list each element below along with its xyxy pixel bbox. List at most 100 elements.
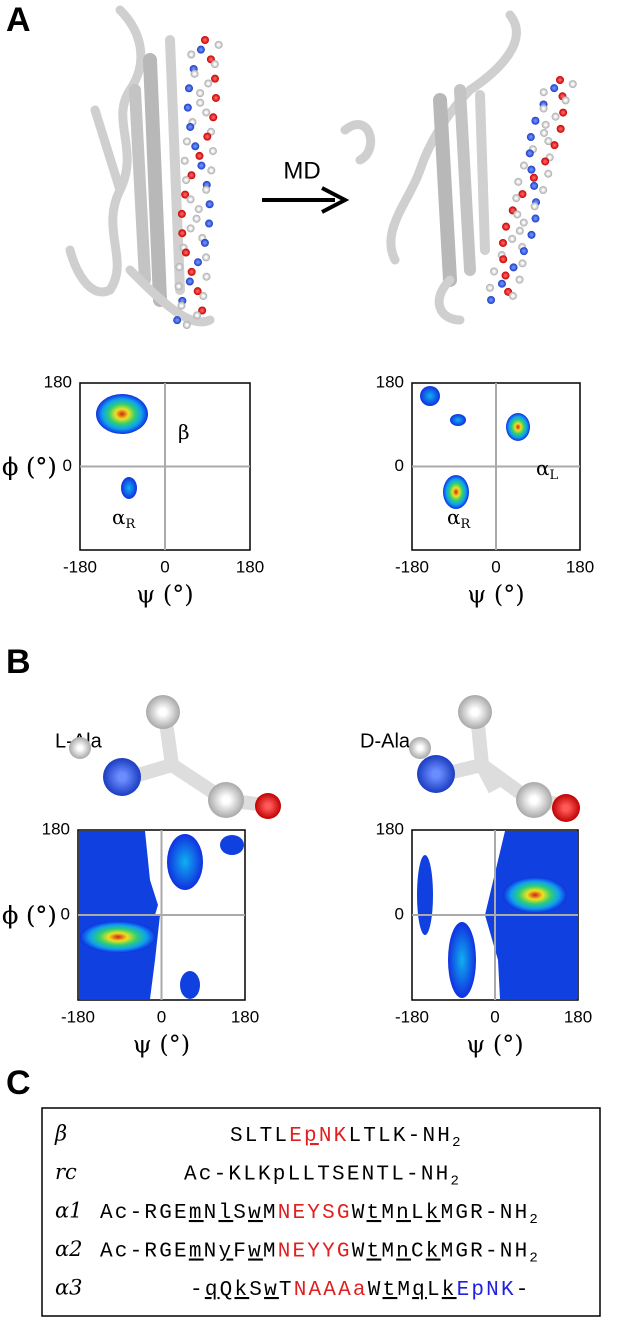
residues: p xyxy=(304,1125,319,1148)
y-axis-label: ϕ (°) xyxy=(2,453,57,481)
atom xyxy=(502,222,511,231)
y-axis-label: ϕ (°) xyxy=(2,902,57,930)
x-tick-label: -180 xyxy=(395,557,429,576)
protein-right xyxy=(340,10,521,325)
atom xyxy=(202,185,211,194)
atom xyxy=(182,321,191,329)
residues: q xyxy=(205,1279,220,1302)
annotation: αR xyxy=(112,505,137,532)
subscript: 2 xyxy=(529,1250,540,1266)
residues: N xyxy=(204,1240,219,1263)
x-axis-label: ψ (°) xyxy=(136,581,193,609)
atom xyxy=(199,292,208,301)
atom xyxy=(187,171,196,180)
atom xyxy=(183,103,192,112)
sequence-name: rc xyxy=(55,1160,77,1184)
atom xyxy=(178,229,187,238)
atom xyxy=(526,133,535,142)
atom xyxy=(499,255,508,264)
atom xyxy=(195,151,204,160)
residues: l xyxy=(218,1202,233,1225)
residues: y xyxy=(218,1240,233,1263)
density-b-left xyxy=(79,831,244,999)
residues: M xyxy=(263,1202,278,1225)
atom xyxy=(512,194,521,203)
x-tick-label: 180 xyxy=(564,1007,592,1026)
atom xyxy=(527,230,536,239)
residues: M xyxy=(381,1240,396,1263)
atom xyxy=(180,156,189,165)
y-tick-label: 180 xyxy=(376,819,404,838)
atom xyxy=(518,190,527,199)
atom xyxy=(550,84,559,93)
residues: S xyxy=(249,1279,264,1302)
annotation: β xyxy=(178,420,190,444)
atom xyxy=(550,141,559,150)
panel-label: C xyxy=(6,1064,31,1102)
atom xyxy=(193,287,202,296)
atom xyxy=(182,137,191,146)
atom xyxy=(525,149,534,158)
molecule-label: D-Ala xyxy=(360,730,411,752)
atom xyxy=(202,272,211,281)
annotation-subscript: L xyxy=(550,468,559,483)
atom xyxy=(186,122,195,131)
residues: NK xyxy=(319,1125,349,1148)
sequence: SLTLEpNKLTLK-NH2 xyxy=(230,1125,463,1151)
x-tick-label: 0 xyxy=(491,557,500,576)
atom xyxy=(197,161,206,170)
density-a-right xyxy=(420,386,530,509)
residues: k xyxy=(426,1240,441,1263)
annotation-text: α xyxy=(447,505,461,529)
atom xyxy=(174,282,183,291)
atom xyxy=(198,306,207,315)
atom xyxy=(182,176,191,185)
x-tick-label: 180 xyxy=(566,557,594,576)
y-tick-label: 0 xyxy=(63,456,72,475)
atom xyxy=(181,190,190,199)
atom xyxy=(191,142,200,151)
atom xyxy=(177,301,186,310)
atom xyxy=(539,186,548,194)
residues: k xyxy=(234,1279,249,1302)
y-tick-label: 180 xyxy=(44,372,72,391)
atom xyxy=(202,108,211,117)
x-tick-label: -180 xyxy=(63,557,97,576)
atom xyxy=(559,108,568,117)
atom xyxy=(530,202,539,211)
atom xyxy=(490,267,499,276)
atom xyxy=(551,112,560,121)
residues: SLTL xyxy=(230,1125,289,1148)
residues: F xyxy=(233,1240,248,1263)
atom xyxy=(194,205,203,214)
sequence: -qQkSwTNAAAaWtMqLkEpNK- xyxy=(190,1279,531,1302)
x-tick-label: 0 xyxy=(157,1007,166,1026)
subscript: 2 xyxy=(529,1212,540,1228)
x-axis-label: ψ (°) xyxy=(466,1031,523,1059)
atom xyxy=(203,132,212,141)
residues: t xyxy=(383,1279,398,1302)
peptide-helix xyxy=(173,36,577,329)
annotation: αR xyxy=(447,505,472,532)
atom xyxy=(196,89,205,98)
atom xyxy=(184,84,193,93)
panel-label: A xyxy=(6,1,31,39)
atom xyxy=(202,253,211,262)
x-tick-label: 180 xyxy=(236,557,264,576)
residues: W xyxy=(368,1279,383,1302)
arrow-label: MD xyxy=(283,157,320,184)
annotation-subscript: R xyxy=(461,517,472,532)
residues: NAAAa xyxy=(294,1279,368,1302)
annotation-text: α xyxy=(536,456,550,480)
residues: M xyxy=(381,1202,396,1225)
atom xyxy=(544,169,553,178)
atom xyxy=(190,69,199,78)
residues: L xyxy=(427,1279,442,1302)
atom xyxy=(208,147,217,156)
atom xyxy=(519,247,528,256)
atom xyxy=(175,263,184,272)
atom xyxy=(177,209,186,218)
sequence-name: α3 xyxy=(55,1276,83,1300)
